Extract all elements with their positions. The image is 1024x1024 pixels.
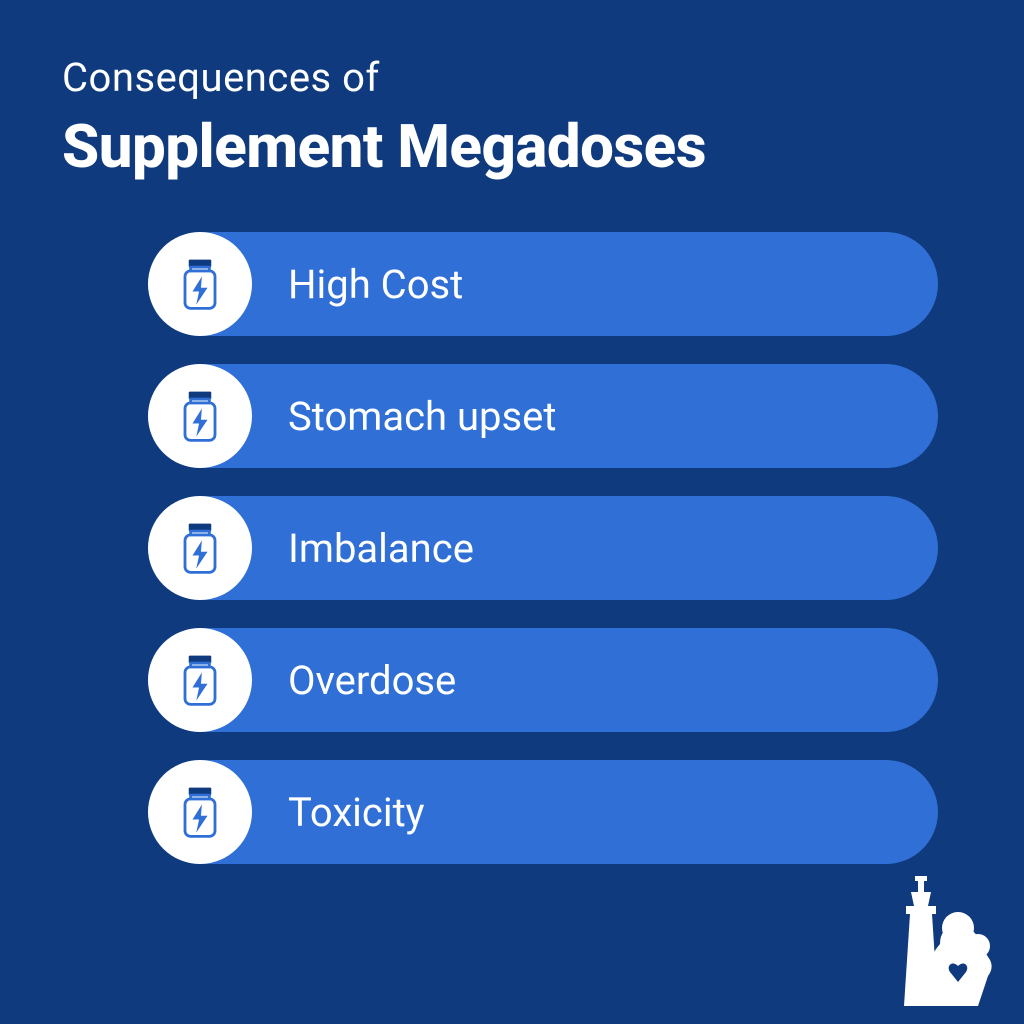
header-title: Supplement Megadoses [62, 111, 706, 182]
pill-bottle-bolt-icon [148, 364, 252, 468]
pill-bottle-bolt-icon [148, 760, 252, 864]
pill-bottle-bolt-icon [148, 496, 252, 600]
pill-bottle-bolt-icon [148, 628, 252, 732]
consequence-label: Imbalance [288, 525, 474, 572]
header-subtitle: Consequences of [62, 54, 706, 101]
header: Consequences of Supplement Megadoses [62, 54, 706, 182]
consequence-item: High Cost [148, 232, 938, 336]
consequence-item: Imbalance [148, 496, 938, 600]
consequence-label: High Cost [288, 261, 463, 308]
consequence-item: Toxicity [148, 760, 938, 864]
pill-bottle-bolt-icon [148, 232, 252, 336]
consequence-list: High Cost Stomach upset Imbalance Overdo… [148, 232, 938, 864]
consequence-label: Overdose [288, 657, 456, 704]
consequence-item: Stomach upset [148, 364, 938, 468]
consequence-item: Overdose [148, 628, 938, 732]
infographic-canvas: Consequences of Supplement Megadoses Hig… [0, 0, 1024, 1024]
consequence-label: Toxicity [288, 789, 425, 836]
consequence-label: Stomach upset [288, 393, 556, 440]
lighthouse-family-logo [886, 876, 996, 1006]
